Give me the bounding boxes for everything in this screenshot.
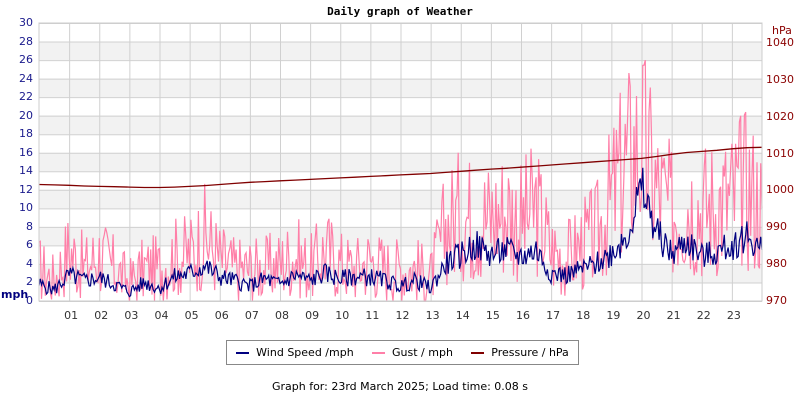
left-tick-label: 10: [19, 201, 33, 215]
x-tick-label: 16: [516, 309, 530, 322]
x-tick-label: 08: [275, 309, 289, 322]
right-tick-label: 970: [766, 294, 787, 307]
gust-series: [38, 59, 763, 302]
left-tick-label: 4: [26, 256, 33, 270]
x-tick-label: 06: [214, 309, 229, 322]
right-tick-label: 980: [766, 257, 787, 271]
x-tick-label: 15: [485, 309, 500, 322]
x-tick-label: 23: [726, 309, 741, 322]
left-tick-label: 22: [19, 90, 33, 104]
x-tick-label: 10: [335, 309, 350, 322]
x-tick-label: 12: [395, 309, 410, 322]
left-tick-label: 16: [19, 145, 33, 159]
right-tick-label: 1030: [766, 72, 794, 86]
wind-swatch-icon: [236, 351, 250, 354]
left-tick-label: 8: [26, 219, 33, 233]
legend-item-gust[interactable]: Gust / mph: [372, 346, 453, 359]
x-tick-label: 01: [64, 309, 79, 322]
left-tick-label: 14: [19, 164, 33, 178]
gust-swatch-icon: [372, 351, 386, 354]
x-tick-label: 07: [244, 309, 259, 322]
x-tick-label: 19: [606, 309, 621, 322]
legend-label-gust: Gust / mph: [392, 346, 453, 359]
legend-label-pressure: Pressure / hPa: [491, 346, 569, 359]
left-tick-label: 18: [19, 127, 33, 141]
left-tick-label: 6: [26, 238, 33, 252]
right-tick-label: 1040: [766, 36, 794, 49]
right-tick-label: 1010: [766, 146, 794, 160]
left-tick-label: 2: [26, 275, 33, 289]
x-tick-label: 17: [546, 309, 561, 322]
wind-speed-series: [38, 167, 763, 298]
chart-title: Daily graph of Weather: [327, 5, 473, 18]
x-tick-label: 20: [636, 309, 651, 322]
left-tick-label: 28: [19, 34, 33, 48]
left-tick-label: 26: [19, 53, 33, 67]
pressure-series: [38, 146, 763, 189]
x-tick-label: 03: [124, 309, 139, 322]
pressure-swatch-icon: [471, 351, 485, 354]
x-tick-label: 09: [305, 309, 320, 322]
x-tick-label: 21: [666, 309, 681, 322]
legend-item-pressure[interactable]: Pressure / hPa: [471, 346, 569, 359]
left-axis-unit: mph: [1, 288, 29, 301]
left-tick-label: 0: [26, 294, 33, 307]
legend-label-wind: Wind Speed /mph: [256, 346, 354, 359]
legend-item-wind[interactable]: Wind Speed /mph: [236, 346, 354, 359]
right-axis-unit: hPa: [772, 24, 792, 37]
x-tick-label: 14: [455, 309, 470, 322]
x-tick-label: 18: [576, 309, 591, 322]
x-tick-label: 02: [94, 309, 109, 322]
x-tick-label: 04: [154, 309, 169, 322]
legend: Wind Speed /mph Gust / mph Pressure / hP…: [226, 340, 579, 365]
plot-border: [38, 22, 763, 302]
x-tick-label: 11: [365, 309, 380, 322]
x-tick-label: 05: [184, 309, 199, 322]
left-tick-label: 12: [19, 182, 33, 196]
right-tick-label: 1000: [766, 183, 794, 197]
left-tick-label: 24: [19, 71, 33, 85]
right-tick-label: 1020: [766, 109, 794, 123]
left-tick-label: 30: [19, 16, 33, 29]
left-tick-label: 20: [19, 108, 33, 122]
right-tick-label: 990: [766, 220, 787, 234]
x-tick-label: 22: [696, 309, 711, 322]
x-tick-label: 13: [425, 309, 440, 322]
footer-status: Graph for: 23rd March 2025; Load time: 0…: [271, 380, 529, 393]
